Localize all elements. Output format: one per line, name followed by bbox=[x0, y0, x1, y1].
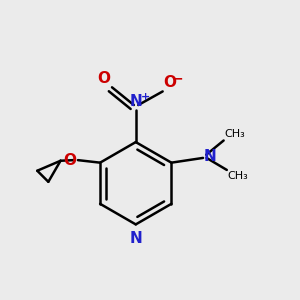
Text: O: O bbox=[164, 75, 177, 90]
Text: +: + bbox=[141, 92, 150, 102]
Text: O: O bbox=[98, 71, 110, 86]
Text: CH₃: CH₃ bbox=[228, 171, 248, 181]
Text: CH₃: CH₃ bbox=[225, 129, 245, 139]
Text: O: O bbox=[64, 153, 77, 168]
Text: N: N bbox=[129, 231, 142, 246]
Text: N: N bbox=[129, 94, 142, 109]
Text: N: N bbox=[204, 149, 217, 164]
Text: −: − bbox=[172, 72, 183, 86]
